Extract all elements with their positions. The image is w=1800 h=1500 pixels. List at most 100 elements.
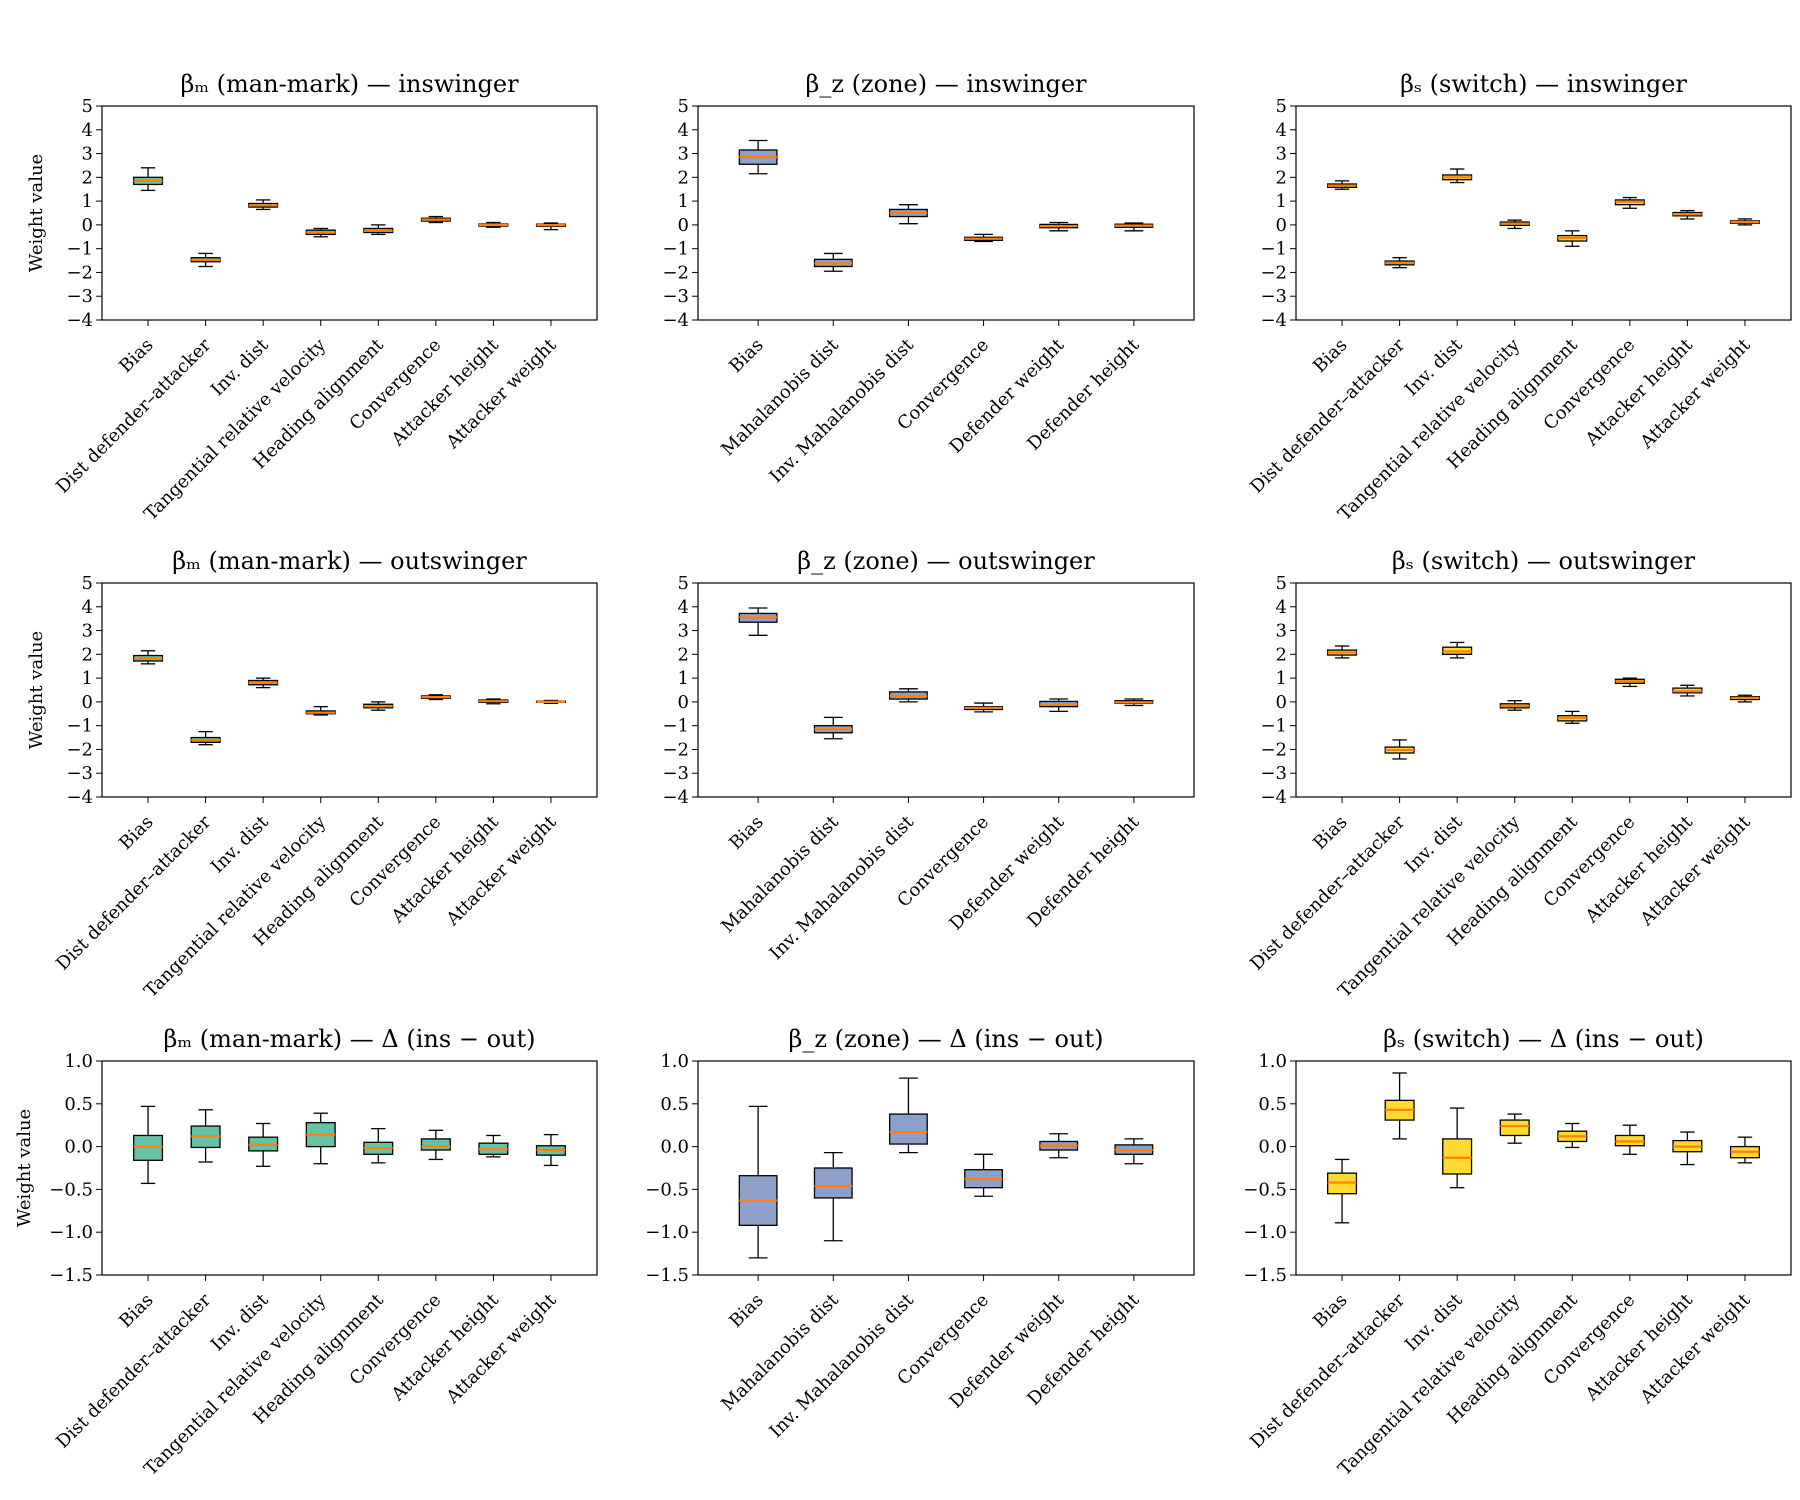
y-tick-label: −2	[66, 739, 93, 760]
y-tick-label: −1.0	[645, 1222, 689, 1243]
x-tick-label: Bias	[1309, 812, 1351, 854]
y-tick-label: 0.0	[64, 1137, 93, 1158]
box-1	[1327, 180, 1358, 190]
box-1	[133, 167, 164, 192]
y-tick-label: 4	[82, 597, 93, 618]
y-tick-label: 1	[1276, 191, 1287, 212]
y-tick-label: 4	[82, 120, 93, 141]
box-4	[305, 227, 336, 238]
y-tick-label: −2	[662, 262, 689, 283]
y-tick-label: −4	[662, 787, 689, 808]
y-tick-label: 5	[678, 96, 689, 117]
y-tick-label: 1	[678, 191, 689, 212]
chart-panel-7: βₘ (man-mark) — Δ (ins − out) 1.0 0.5 0.0 −0…	[14, 1025, 598, 1480]
y-tick-label: −2	[1260, 739, 1287, 760]
chart-title: β_z (zone) — Δ (ins − out)	[789, 1025, 1104, 1053]
box-7	[1672, 1131, 1703, 1166]
box-6	[420, 215, 451, 224]
y-tick-label: 3	[82, 621, 93, 642]
plot-frame	[101, 1060, 598, 1276]
x-tick-label: Attacker weight	[442, 811, 561, 930]
box-5	[1039, 698, 1079, 713]
box-2	[190, 730, 221, 746]
y-tick-label: −3	[66, 763, 93, 784]
y-tick-label: −0.5	[49, 1179, 93, 1200]
box-2	[813, 1151, 853, 1242]
box-4	[305, 1112, 336, 1165]
box-iqr	[1499, 1119, 1530, 1137]
box-iqr	[888, 1113, 928, 1145]
y-tick-label: −1.5	[49, 1265, 93, 1286]
y-tick-label: −1	[662, 239, 689, 260]
box-6	[420, 694, 451, 701]
y-tick-label: 1	[1276, 668, 1287, 689]
x-tick-label: Attacker weight	[1636, 334, 1755, 453]
y-tick-label: 5	[82, 96, 93, 117]
box-5	[1039, 1133, 1079, 1159]
box-2	[813, 252, 853, 272]
chart-panel-3: βₛ (switch) — inswinger 5 4 32 1 0 −1−2 −3 −4 Bia…	[1246, 70, 1792, 525]
y-tick-label: 3	[1276, 621, 1287, 642]
y-tick-label: 2	[1276, 644, 1287, 665]
x-tick-label: Bias	[1309, 1290, 1351, 1332]
box-1	[133, 650, 164, 665]
box-8	[1729, 1136, 1760, 1164]
y-tick-label: −2	[662, 739, 689, 760]
y-tick-label: 2	[82, 644, 93, 665]
chart-panel-4: βₘ (man-mark) — outswinger 5 4 32 1 0 −1−2 −3 −4…	[26, 547, 598, 1002]
box-1	[1327, 645, 1358, 659]
x-tick-label: Attacker weight	[1636, 811, 1755, 930]
x-tick-label: Bias	[725, 812, 767, 854]
box-8	[1729, 694, 1760, 703]
x-tick-label: Inv. Mahalanobis dist	[766, 1289, 919, 1442]
chart-panel-5: β_z (zone) — outswinger 5 4 32 1 0 −1−2 −3 −4 Bia…	[662, 547, 1195, 964]
plot-frame	[697, 1060, 1195, 1276]
y-tick-label: 0	[678, 215, 689, 236]
y-tick-label: 2	[82, 167, 93, 188]
x-tick-label: Attacker height	[1581, 1289, 1698, 1406]
box-4	[1499, 1113, 1530, 1144]
box-iqr	[1442, 1138, 1473, 1175]
box-5	[1557, 1122, 1588, 1149]
y-tick-label: −2	[66, 262, 93, 283]
y-tick-label: 5	[678, 573, 689, 594]
box-2	[813, 716, 853, 740]
box-7	[478, 1134, 509, 1158]
box-3	[1442, 641, 1473, 659]
plot-frame	[697, 105, 1195, 321]
box-3	[888, 1077, 928, 1154]
box-6	[1114, 1138, 1154, 1165]
y-tick-label: −1	[1260, 716, 1287, 737]
y-tick-label: −0.5	[645, 1179, 689, 1200]
y-tick-label: 0.5	[660, 1094, 689, 1115]
box-2	[1384, 739, 1415, 760]
box-1	[738, 607, 778, 636]
x-tick-label: Attacker weight	[442, 1289, 561, 1408]
box-3	[248, 677, 279, 689]
box-5	[1039, 221, 1079, 232]
box-4	[1499, 700, 1530, 711]
box-7	[478, 221, 509, 228]
chart-panel-8: β_z (zone) — Δ (ins − out) 1.0 0.5 0.0 −0.5 −…	[645, 1025, 1195, 1442]
box-4	[964, 702, 1004, 713]
box-6	[1114, 698, 1154, 707]
box-5	[363, 701, 394, 711]
box-iqr	[813, 1167, 853, 1199]
box-2	[190, 252, 221, 268]
y-tick-label: −1	[66, 716, 93, 737]
box-1	[738, 139, 778, 175]
box-8	[1729, 218, 1760, 226]
y-tick-label: 5	[1276, 96, 1287, 117]
x-tick-label: Inv. Mahalanobis dist	[766, 811, 919, 964]
box-2	[190, 1109, 221, 1163]
box-6	[420, 1129, 451, 1161]
plot-frame	[1295, 582, 1792, 798]
y-tick-label: 0	[1276, 215, 1287, 236]
y-tick-label: −4	[662, 310, 689, 331]
y-tick-label: 0	[1276, 692, 1287, 713]
y-tick-label: −1	[66, 239, 93, 260]
y-tick-label: 1	[678, 668, 689, 689]
y-tick-label: 3	[678, 621, 689, 642]
y-tick-label: 0	[82, 692, 93, 713]
